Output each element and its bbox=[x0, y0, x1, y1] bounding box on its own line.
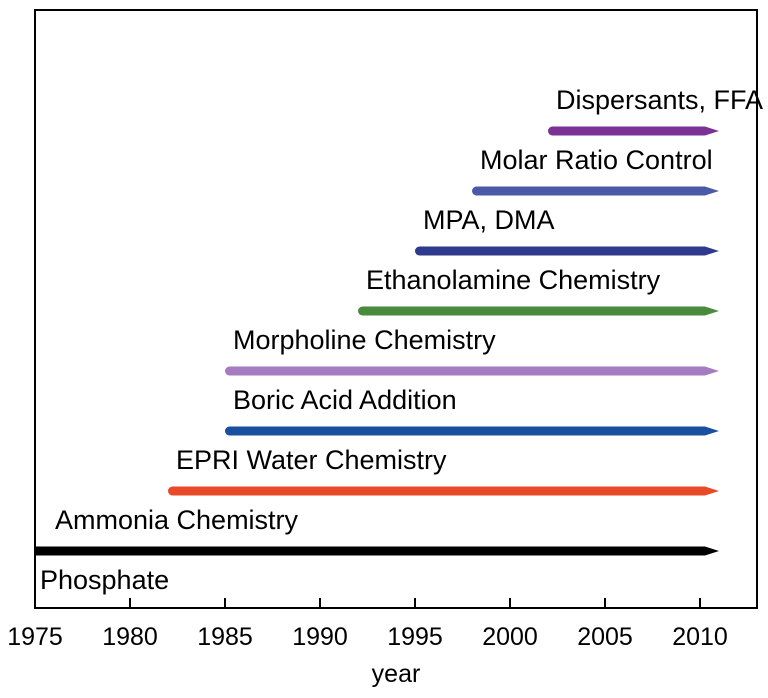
timeline-label-0: Dispersants, FFA bbox=[556, 85, 763, 115]
x-tick-label-1995: 1995 bbox=[387, 623, 443, 651]
plot-frame bbox=[34, 9, 758, 609]
timeline-bar-4 bbox=[225, 366, 719, 376]
timeline-label-6: EPRI Water Chemistry bbox=[176, 445, 447, 475]
bar-layer: Dispersants, FFA Molar Ratio Control MPA, … bbox=[35, 85, 763, 556]
x-tick-label-1985: 1985 bbox=[197, 623, 253, 651]
timeline-bar-0 bbox=[548, 126, 719, 136]
timeline-arrow-0: Dispersants, FFA bbox=[548, 85, 763, 136]
timeline-bar-5 bbox=[225, 426, 719, 436]
x-tick-label-2000: 2000 bbox=[482, 623, 538, 651]
timeline-label-1: Molar Ratio Control bbox=[480, 145, 713, 175]
x-tick-label-1975: 1975 bbox=[7, 623, 63, 651]
annotation-phosphate: Phosphate bbox=[40, 565, 169, 595]
timeline-label-5: Boric Acid Addition bbox=[233, 385, 457, 415]
timeline-bar-3 bbox=[358, 306, 719, 316]
x-tick-label-2005: 2005 bbox=[577, 623, 633, 651]
x-tick-label-2010: 2010 bbox=[672, 623, 728, 651]
timeline-label-3: Ethanolamine Chemistry bbox=[366, 265, 661, 295]
timeline-bar-6 bbox=[168, 486, 719, 496]
x-axis-title: year bbox=[372, 660, 421, 688]
timeline-arrow-2: MPA, DMA bbox=[415, 205, 719, 256]
timeline-arrow-6: EPRI Water Chemistry bbox=[168, 445, 719, 496]
timeline-arrow-3: Ethanolamine Chemistry bbox=[358, 265, 719, 316]
timeline-arrow-4: Morpholine Chemistry bbox=[225, 325, 719, 376]
x-tick-label-1990: 1990 bbox=[292, 623, 348, 651]
timeline-bar-2 bbox=[415, 246, 719, 256]
timeline-arrow-1: Molar Ratio Control bbox=[472, 145, 719, 196]
timeline-label-2: MPA, DMA bbox=[423, 205, 555, 235]
timeline-arrow-7: Ammonia Chemistry bbox=[35, 505, 719, 556]
timeline-arrow-5: Boric Acid Addition bbox=[225, 385, 719, 436]
timeline-bar-7 bbox=[35, 546, 719, 556]
x-axis-ticks: 1975 1980 1985 1990 1995 2000 2005 2010 bbox=[7, 598, 728, 651]
timeline-label-7: Ammonia Chemistry bbox=[55, 505, 299, 535]
timeline-label-4: Morpholine Chemistry bbox=[233, 325, 496, 355]
x-tick-label-1980: 1980 bbox=[102, 623, 158, 651]
timeline-bar-1 bbox=[472, 186, 719, 196]
